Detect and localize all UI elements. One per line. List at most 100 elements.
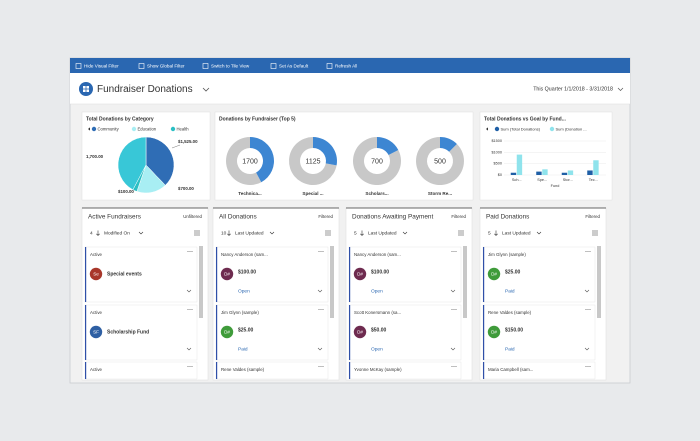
avatar	[89, 325, 103, 339]
bar[interactable]	[510, 172, 517, 175]
toolbar-icon[interactable]	[326, 63, 333, 69]
bar[interactable]	[536, 171, 542, 175]
toolbar-button[interactable]: Hide Visual Filter	[84, 63, 119, 68]
sort-field[interactable]: Last Updated	[368, 230, 397, 236]
item-accent	[349, 305, 351, 360]
avatar-initials: D#	[224, 272, 230, 277]
bar[interactable]	[561, 172, 568, 175]
more-options[interactable]: ⋯	[451, 365, 457, 371]
list-item[interactable]	[215, 304, 329, 361]
toolbar-icon[interactable]	[270, 63, 277, 69]
expand-chevron[interactable]	[186, 289, 192, 293]
list-title[interactable]: Donations Awaiting Payment	[352, 214, 433, 221]
sort-chevron[interactable]	[269, 231, 275, 235]
scrollbar	[199, 246, 203, 318]
sort-arrow[interactable]	[96, 230, 100, 236]
avatar	[353, 325, 367, 339]
pie-slice[interactable]	[117, 136, 147, 191]
item-name[interactable]: Scott Konersmann (sa...	[354, 310, 401, 315]
item-name[interactable]: Scholarship Fund	[107, 329, 149, 335]
item-name[interactable]: Jim Glynn (sample)	[221, 310, 259, 315]
more-options[interactable]: ⋯	[318, 365, 324, 371]
expand-chevron[interactable]	[584, 347, 590, 351]
item-name[interactable]: Rene Valdes (sample)	[488, 310, 532, 315]
view-options-icon[interactable]	[592, 230, 598, 236]
toolbar-icon[interactable]	[75, 63, 82, 69]
list-item[interactable]	[215, 246, 329, 303]
list-filter: Filtered	[318, 214, 333, 219]
list-title[interactable]: Active Fundraisers	[88, 214, 141, 221]
item-name[interactable]: Rene Valdes (sample)	[221, 367, 265, 372]
list-title[interactable]: Paid Donations	[486, 214, 529, 221]
more-options[interactable]: ⋯	[187, 250, 193, 256]
expand-chevron[interactable]	[584, 289, 590, 293]
item-amount: $100.00	[238, 269, 256, 275]
expand-chevron[interactable]	[317, 347, 323, 351]
list-title[interactable]: All Donations	[219, 214, 257, 221]
pie-slice[interactable]	[145, 136, 175, 186]
list-item[interactable]	[482, 304, 596, 361]
legend-arrow[interactable]	[486, 127, 488, 131]
more-options[interactable]: ⋯	[585, 365, 591, 371]
toolbar-button[interactable]: Switch to Tile View	[211, 63, 250, 68]
more-options[interactable]: ⋯	[318, 250, 324, 256]
more-options[interactable]: ⋯	[585, 250, 591, 256]
more-options[interactable]: ⋯	[187, 365, 193, 371]
donut-arc[interactable]	[440, 137, 457, 152]
slice-label: $100.00	[118, 189, 134, 194]
sort-arrow[interactable]	[227, 230, 231, 236]
item-name[interactable]: Jim Glynn (sample)	[488, 252, 526, 257]
view-options-icon[interactable]	[194, 230, 200, 236]
toolbar-button[interactable]: Refresh All	[335, 63, 357, 68]
bar[interactable]	[587, 170, 593, 175]
toolbar-icon[interactable]	[138, 63, 145, 69]
sort-chevron[interactable]	[138, 231, 144, 235]
more-options[interactable]: ⋯	[451, 250, 457, 256]
sort-chevron[interactable]	[402, 231, 408, 235]
period-chevron[interactable]	[617, 87, 624, 91]
legend-swatch	[91, 126, 97, 132]
bar[interactable]	[567, 170, 574, 175]
more-options[interactable]: ⋯	[585, 308, 591, 314]
donut-arc[interactable]	[250, 137, 274, 183]
bar[interactable]	[516, 154, 523, 175]
item-name[interactable]: Yvonne McKay (sample)	[354, 367, 402, 372]
view-options-icon[interactable]	[325, 230, 331, 236]
bar[interactable]	[593, 160, 599, 175]
more-options[interactable]: ⋯	[451, 308, 457, 314]
toolbar-button[interactable]: Show Global Filter	[147, 63, 185, 68]
period-filter[interactable]: This Quarter 1/1/2018 - 3/31/2018	[533, 86, 613, 92]
sort-field[interactable]: Last Updated	[235, 230, 264, 236]
legend-arrow[interactable]	[88, 127, 90, 131]
item-amount: $100.00	[371, 269, 389, 275]
list-item[interactable]	[84, 246, 198, 303]
expand-chevron[interactable]	[450, 347, 456, 351]
item-name[interactable]: Maria Campbell (sam...	[488, 367, 533, 372]
expand-chevron[interactable]	[317, 289, 323, 293]
donut-arc[interactable]	[377, 137, 399, 156]
bar[interactable]	[542, 169, 548, 175]
view-options-icon[interactable]	[458, 230, 464, 236]
list-item[interactable]	[482, 246, 596, 303]
sort-arrow[interactable]	[494, 230, 498, 236]
sort-chevron[interactable]	[536, 231, 542, 235]
donut-arc[interactable]	[313, 137, 337, 166]
legend-label: Community	[98, 126, 120, 131]
item-name[interactable]: Nancy Anderson (sam...	[354, 252, 401, 257]
list-item[interactable]	[348, 246, 462, 303]
avatar-initials: D#	[357, 272, 363, 277]
sort-arrow[interactable]	[360, 230, 364, 236]
list-filter: Filtered	[451, 214, 466, 219]
title-chevron[interactable]	[202, 87, 210, 92]
expand-chevron[interactable]	[450, 289, 456, 293]
sort-field[interactable]: Modified On	[104, 230, 130, 236]
toolbar-icon[interactable]	[202, 63, 209, 69]
item-name[interactable]: Nancy Anderson (sam...	[221, 252, 268, 257]
expand-chevron[interactable]	[186, 347, 192, 351]
sort-field[interactable]: Last Updated	[502, 230, 531, 236]
list-item[interactable]	[84, 304, 198, 361]
more-options[interactable]: ⋯	[187, 308, 193, 314]
toolbar-button[interactable]: Set As Default	[279, 63, 309, 68]
item-name[interactable]: Special events	[107, 271, 142, 277]
more-options[interactable]: ⋯	[318, 308, 324, 314]
